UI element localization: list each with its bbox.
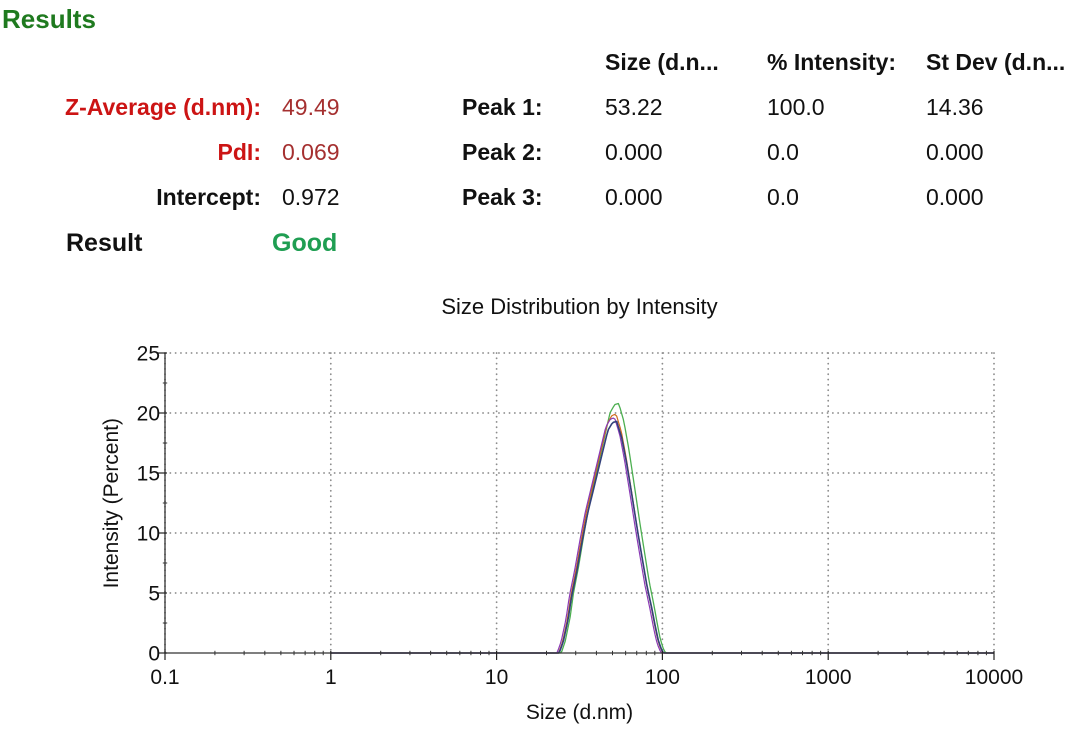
- svg-text:10: 10: [485, 666, 508, 689]
- svg-text:20: 20: [137, 403, 160, 426]
- svg-text:10000: 10000: [965, 666, 1023, 689]
- svg-text:1: 1: [325, 666, 337, 689]
- svg-text:10: 10: [137, 523, 160, 546]
- svg-text:5: 5: [148, 583, 160, 606]
- svg-text:0: 0: [148, 643, 160, 666]
- svg-text:1000: 1000: [805, 666, 852, 689]
- svg-text:25: 25: [137, 343, 160, 366]
- svg-text:100: 100: [645, 666, 680, 689]
- svg-text:0.1: 0.1: [150, 666, 179, 689]
- svg-text:15: 15: [137, 463, 160, 486]
